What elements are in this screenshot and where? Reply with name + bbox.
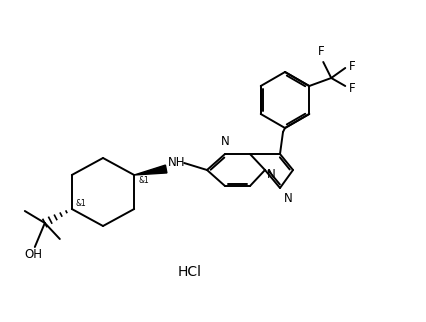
Text: F: F [348, 81, 355, 94]
Text: &1: &1 [138, 176, 149, 185]
Text: OH: OH [25, 248, 43, 260]
Text: F: F [348, 60, 355, 72]
Text: HCl: HCl [178, 265, 201, 279]
Text: F: F [317, 45, 324, 58]
Polygon shape [134, 165, 167, 175]
Text: NH: NH [167, 156, 184, 169]
Text: N: N [266, 168, 275, 181]
Text: N: N [283, 192, 292, 205]
Text: &1: &1 [76, 199, 86, 208]
Text: N: N [220, 135, 229, 148]
